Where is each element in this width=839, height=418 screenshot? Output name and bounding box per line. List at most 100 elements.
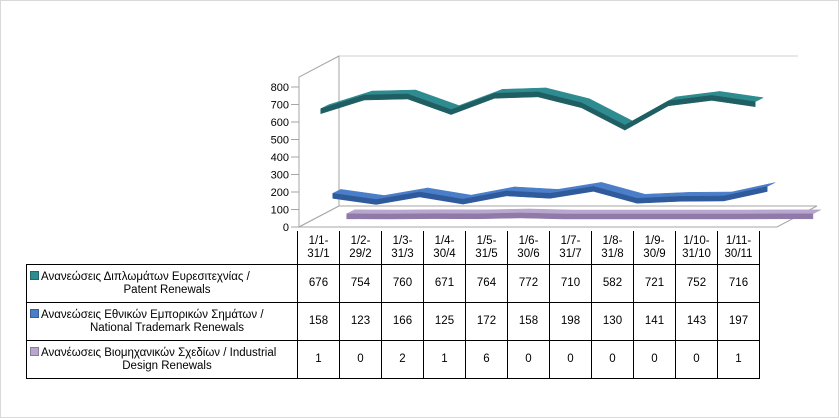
category-label: 1/7- 31/7	[549, 231, 592, 265]
y-tick-label: 400	[271, 152, 289, 164]
category-label-line: 1/9-	[644, 234, 665, 247]
category-label-line: 1/5-	[476, 234, 497, 247]
table-row: Ανανέωσεις Βιομηχανικών Σχεδίων / Indust…	[26, 340, 760, 379]
category-label-line: 1/11-	[725, 234, 752, 247]
category-label-line: 1/7-	[560, 234, 581, 247]
series-ribbon-front	[476, 212, 521, 220]
y-tick-label: 600	[271, 117, 289, 129]
side-wall	[298, 55, 340, 228]
y-tick-label: 800	[271, 82, 289, 94]
data-value-cell: 158	[297, 302, 340, 341]
data-value-cell: 710	[549, 264, 592, 303]
category-label: 1/4- 30/4	[423, 231, 466, 265]
data-value-cell: 0	[591, 340, 634, 379]
series-name-line1: Ανανέωσεις Βιομηχανικών Σχεδίων / Indust…	[41, 346, 277, 359]
data-value-cell: 158	[507, 302, 550, 341]
data-value-cell: 676	[297, 264, 340, 303]
category-label-line: 30/4	[433, 247, 456, 260]
series-ribbon-front	[389, 213, 434, 220]
data-value-cell: 721	[633, 264, 676, 303]
series-legend-label: Ανανεώσεις Εθνικών Εμπορικών Σημάτων / Na…	[26, 302, 298, 341]
series-ribbon-front	[520, 212, 565, 220]
series-name-line2: Patent Renewals	[123, 283, 211, 296]
data-value-cell: 582	[591, 264, 634, 303]
category-label-line: 31/1	[307, 247, 330, 260]
category-label-line: 31/10	[682, 247, 711, 260]
series-ribbon-front	[433, 213, 478, 220]
category-label-line: 31/5	[475, 247, 498, 260]
y-tick-label: 500	[271, 135, 289, 147]
category-label: 1/6- 30/6	[507, 231, 550, 265]
category-label: 1/1- 31/1	[297, 231, 340, 265]
category-label-line: 1/6-	[518, 234, 539, 247]
series-ribbon-front	[650, 213, 695, 220]
table-corner	[26, 231, 298, 265]
data-value-cell: 125	[423, 302, 466, 341]
category-label-line: 1/3-	[392, 234, 413, 247]
series-ribbon-top	[607, 209, 659, 215]
data-value-cell: 0	[633, 340, 676, 379]
data-table: 1/1- 31/1 1/2- 29/2 1/3- 31/3 1/4- 30/4 1/5- 31/5…	[26, 231, 760, 379]
series-ribbon-front	[450, 92, 495, 115]
category-label: 1/3- 31/3	[381, 231, 424, 265]
data-value-cell: 716	[717, 264, 760, 303]
series-ribbon-front	[694, 213, 739, 220]
category-label: 1/9- 30/9	[633, 231, 676, 265]
data-value-cell: 166	[381, 302, 424, 341]
series-ribbon-top	[737, 209, 790, 215]
y-tick-label: 700	[271, 100, 289, 112]
table-row: Ανανεώσεις Διπλωμάτων Ευρεσιτεχνίας / Pat…	[26, 264, 760, 303]
data-value-cell: 172	[465, 302, 508, 341]
data-value-cell: 0	[507, 340, 550, 379]
series-ribbon-front	[780, 213, 814, 220]
series-ribbon-front	[624, 100, 669, 131]
category-label-line: 1/10-	[683, 234, 710, 247]
data-value-cell: 130	[591, 302, 634, 341]
data-value-cell: 198	[549, 302, 592, 341]
data-value-cell: 0	[549, 340, 592, 379]
category-label-line: 31/7	[559, 247, 582, 260]
category-label-line: 31/8	[601, 247, 624, 260]
series-ribbon-front	[737, 213, 782, 220]
category-label-line: 29/2	[349, 247, 372, 260]
series-ribbon-top	[346, 209, 399, 215]
data-value-cell: 1	[717, 340, 760, 379]
category-label-line: 1/8-	[602, 234, 623, 247]
data-value-cell: 0	[339, 340, 382, 379]
table-header-row: 1/1- 31/1 1/2- 29/2 1/3- 31/3 1/4- 30/4 1/5- 31/5…	[26, 231, 760, 265]
category-label: 1/2- 29/2	[339, 231, 382, 265]
series-ribbon-top	[694, 209, 746, 215]
data-value-cell: 772	[507, 264, 550, 303]
data-value-cell: 6	[465, 340, 508, 379]
series-name-line1: Ανανεώσεις Διπλωμάτων Ευρεσιτεχνίας /	[41, 270, 250, 283]
category-label: 1/10- 31/10	[675, 231, 718, 265]
series-legend-label: Ανανέωσεις Βιομηχανικών Σχεδίων / Indust…	[26, 340, 298, 379]
data-value-cell: 754	[339, 264, 382, 303]
y-tick-label: 300	[271, 170, 289, 182]
table-row: Ανανεώσεις Εθνικών Εμπορικών Σημάτων / Na…	[26, 302, 760, 341]
data-value-cell: 123	[339, 302, 382, 341]
series-name-line2: National Trademark Renewals	[89, 321, 245, 334]
category-label-line: 1/4-	[434, 234, 455, 247]
chart-plot: 0 100 200 300 400 500 600 700 800	[271, 55, 822, 234]
data-value-cell: 752	[675, 264, 718, 303]
series-ribbon-front	[723, 186, 768, 202]
category-label: 1/8- 31/8	[591, 231, 634, 265]
series-ribbon-top	[433, 209, 486, 215]
category-label-line: 30/9	[643, 247, 666, 260]
series-legend-label: Ανανεώσεις Διπλωμάτων Ευρεσιτεχνίας / Pat…	[26, 264, 298, 303]
data-value-cell: 197	[717, 302, 760, 341]
legend-swatch	[30, 271, 39, 280]
category-label: 1/11- 30/11	[717, 231, 760, 265]
legend-swatch	[30, 347, 39, 356]
series-name-line2: Design Renewals	[122, 359, 212, 372]
y-tick-label: 0	[283, 222, 289, 234]
data-value-cell: 1	[297, 340, 340, 379]
data-value-cell: 0	[675, 340, 718, 379]
series-ribbon-front	[711, 95, 756, 107]
data-value-cell: 2	[381, 340, 424, 379]
series-ribbon-front	[346, 213, 391, 220]
y-tick-label: 200	[271, 187, 289, 199]
category-label-line: 30/11	[724, 247, 753, 260]
